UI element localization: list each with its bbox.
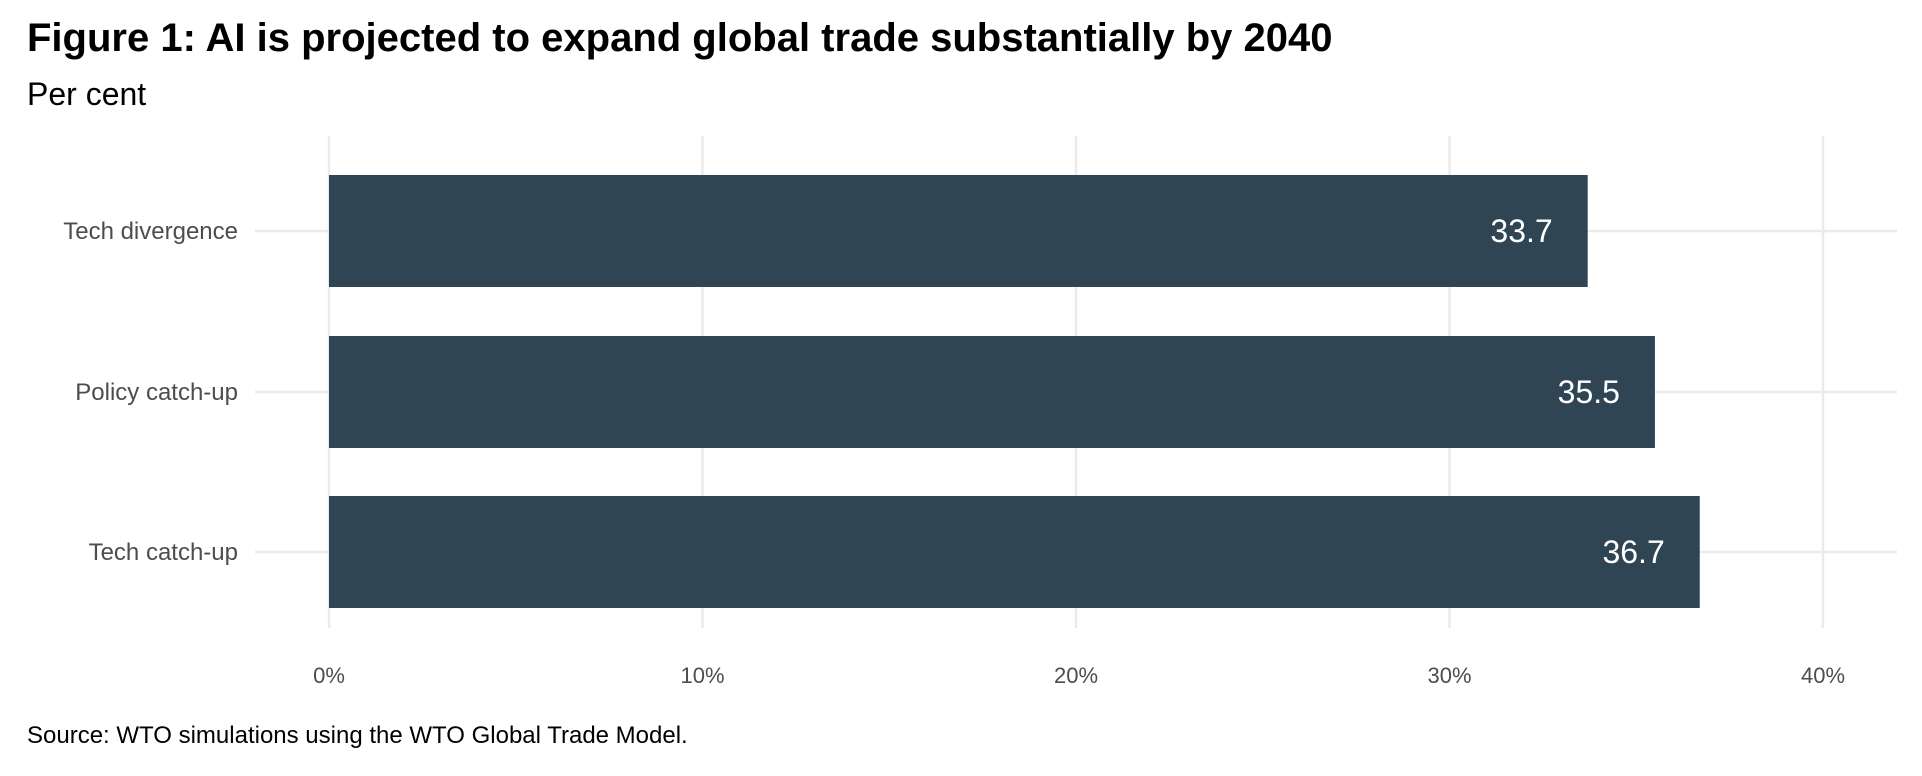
bar <box>329 175 1588 287</box>
chart-subtitle: Per cent <box>27 76 147 112</box>
chart-title: Figure 1: AI is projected to expand glob… <box>27 16 1333 60</box>
x-tick-label: 0% <box>313 663 345 688</box>
y-tick-label: Tech divergence <box>63 218 238 245</box>
data-label: 35.5 <box>1558 374 1620 410</box>
x-tick-label: 40% <box>1801 663 1845 688</box>
data-label: 33.7 <box>1490 213 1552 249</box>
x-tick-label: 10% <box>680 663 724 688</box>
y-tick-label: Tech catch-up <box>89 539 238 566</box>
x-tick-label: 20% <box>1054 663 1098 688</box>
y-tick-label: Policy catch-up <box>75 379 238 406</box>
bar <box>329 336 1655 448</box>
data-label: 36.7 <box>1602 534 1664 570</box>
x-tick-label: 30% <box>1427 663 1471 688</box>
source-note: Source: WTO simulations using the WTO Gl… <box>27 722 688 749</box>
bar <box>329 496 1700 608</box>
